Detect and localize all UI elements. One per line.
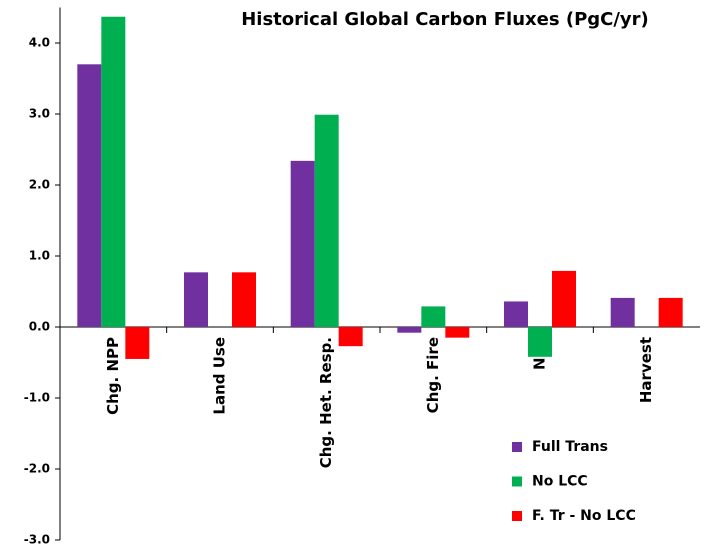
- legend-swatch: [512, 442, 522, 452]
- legend-swatch: [512, 511, 522, 521]
- y-tick-label: 3.0: [29, 107, 50, 121]
- bar: [421, 306, 446, 327]
- y-tick-label: 4.0: [29, 36, 50, 50]
- bar: [610, 297, 635, 327]
- chart-title: Historical Global Carbon Fluxes (PgC/yr): [241, 9, 649, 30]
- x-tick-label: Chg. Het. Resp.: [317, 337, 335, 468]
- y-tick-label: 2.0: [29, 178, 50, 192]
- legend-label: F. Tr - No LCC: [532, 508, 636, 524]
- bar: [445, 327, 470, 338]
- bar: [658, 297, 683, 327]
- bar: [552, 270, 576, 327]
- legend-label: No LCC: [532, 474, 588, 490]
- bar: [184, 272, 208, 327]
- bar: [290, 160, 315, 327]
- bar: [125, 327, 150, 359]
- y-tick-label: 0.0: [29, 320, 50, 334]
- y-tick-label: 1.0: [29, 249, 50, 263]
- bar: [528, 327, 552, 357]
- bar: [338, 327, 363, 347]
- y-tick-label: -2.0: [24, 462, 50, 476]
- legend-label: Full Trans: [532, 439, 608, 455]
- x-tick-label: Land Use: [211, 337, 229, 415]
- bar: [101, 16, 126, 327]
- bar: [232, 272, 256, 327]
- y-tick-label: -3.0: [24, 533, 50, 547]
- x-tick-label: Chg. NPP: [104, 337, 122, 415]
- bar: [397, 327, 422, 333]
- bar: [504, 301, 528, 327]
- x-tick-label: Harvest: [637, 337, 655, 403]
- bar: [314, 114, 339, 328]
- x-tick-label: Chg. Fire: [424, 337, 442, 413]
- legend-swatch: [512, 476, 522, 487]
- bar: [77, 64, 102, 328]
- y-tick-label: -1.0: [24, 391, 50, 405]
